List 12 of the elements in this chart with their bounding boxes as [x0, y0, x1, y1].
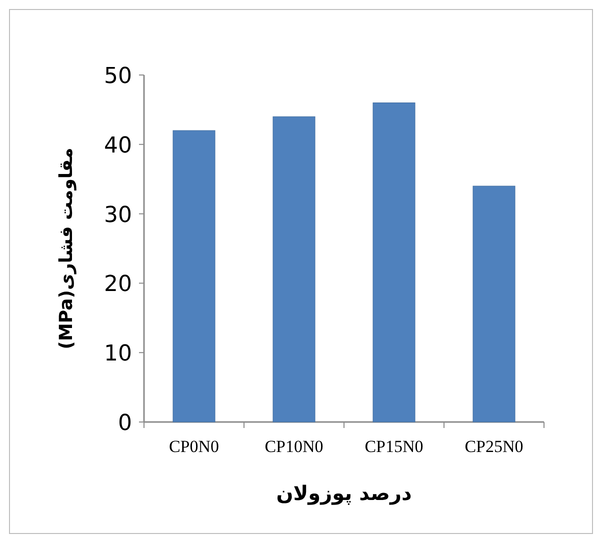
- y-tick-label: 20: [104, 272, 132, 298]
- x-tick-label: CP15N0: [364, 437, 424, 456]
- x-tick-label: CP0N0: [168, 437, 220, 456]
- y-axis-title: مقاومت فشاری(MPa): [56, 148, 77, 350]
- x-tick-label: CP10N0: [264, 437, 324, 456]
- y-tick-label: 30: [104, 202, 132, 228]
- y-tick-label: 50: [104, 64, 132, 89]
- x-tick-label: CP25N0: [464, 437, 524, 456]
- y-tick-label: 40: [104, 133, 132, 158]
- y-tick-label: 0: [118, 411, 132, 436]
- y-tick-label: 10: [104, 342, 132, 367]
- x-axis-title: درصد پوزولان: [276, 481, 412, 505]
